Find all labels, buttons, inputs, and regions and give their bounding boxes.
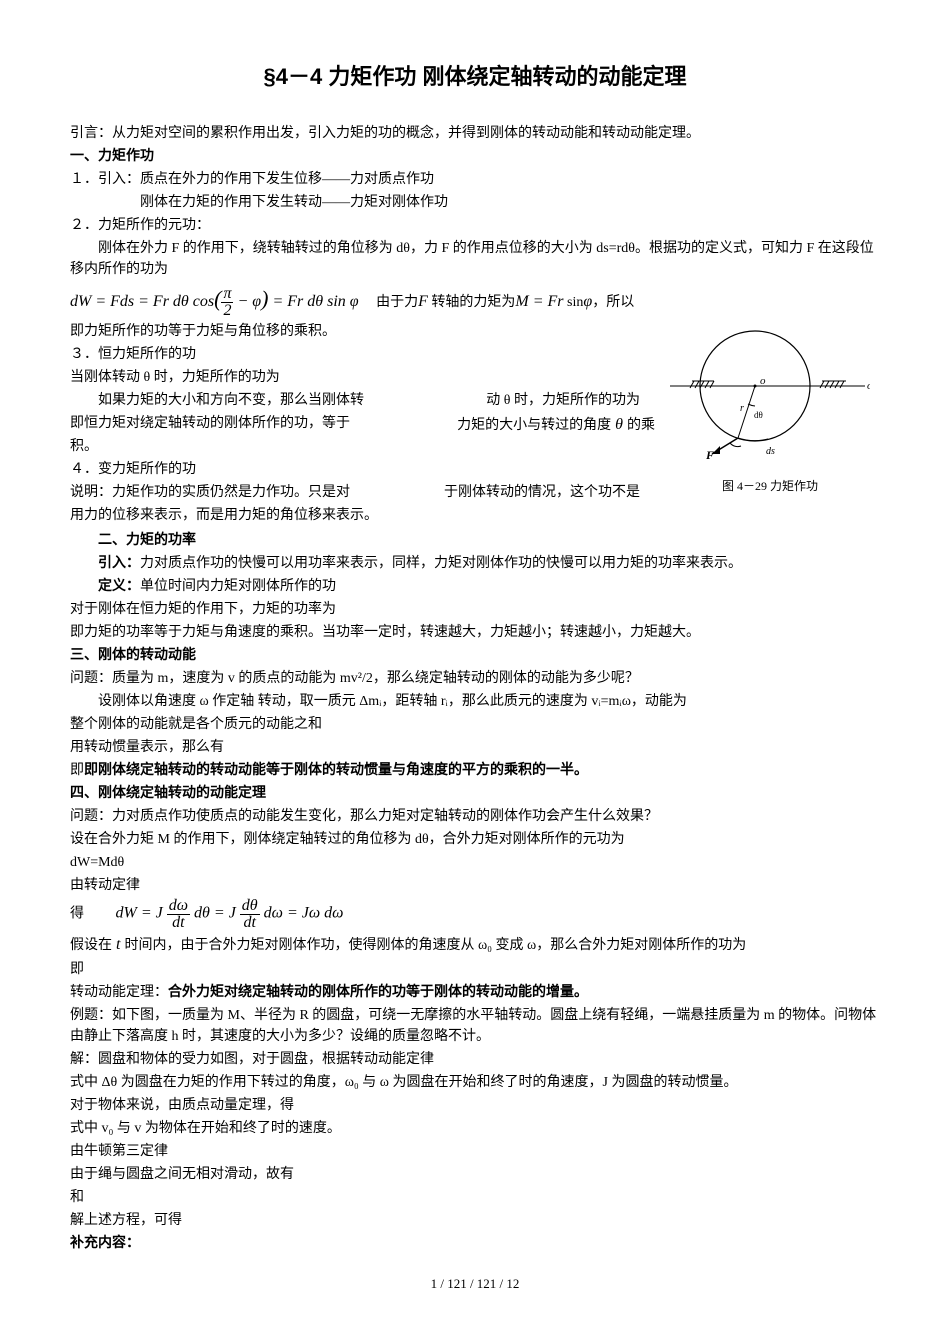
s1-item2: ２．力矩所作的元功：	[70, 215, 880, 236]
page-title: §4－4 力矩作功 刚体绕定轴转动的动能定理	[70, 60, 880, 93]
svg-text:F: F	[705, 448, 714, 462]
formula1-left: dW = Fds = Fr dθ cos	[70, 293, 214, 310]
supplement-heading: 补充内容：	[70, 1233, 880, 1254]
figure-4-29: o o' r dθ F ds 图 4－29 力矩作功	[670, 326, 870, 495]
s4-4: 由转动定律	[70, 875, 880, 896]
svg-text:o: o	[760, 375, 766, 387]
s4-3: dW=Mdθ	[70, 852, 880, 873]
svg-text:o': o'	[867, 380, 870, 392]
svg-text:ds: ds	[766, 446, 775, 457]
s4-12: 对于物体来说，由质点动量定理，得	[70, 1095, 880, 1116]
s1-item1b: 刚体在力矩的作用下发生转动——力矩对刚体作功	[70, 192, 880, 213]
torque-diagram-svg: o o' r dθ F ds	[670, 326, 870, 466]
formula1-right: 由于力F 转轴的力矩为M = Fr sinφ，所以	[376, 295, 634, 310]
s3-3: 整个刚体的动能就是各个质元的动能之和	[70, 714, 880, 735]
s4-2: 设在合外力矩 M 的作用下，刚体绕定轴转过的角位移为 dθ，合外力矩对刚体所作的…	[70, 829, 880, 850]
s3-4: 用转动惯量表示，那么有	[70, 737, 880, 758]
svg-text:dθ: dθ	[754, 410, 763, 420]
s3-5: 即即刚体绕定轴转动的转动动能等于刚体的转动惯量与角速度的平方的乘积的一半。	[70, 760, 880, 781]
section3-heading: 三、刚体的转动动能	[70, 645, 880, 666]
s4-8: 转动动能定理：合外力矩对绕定轴转动的刚体所作的功等于刚体的转动动能的增量。	[70, 982, 880, 1003]
svg-text:r: r	[740, 403, 744, 414]
section1-heading: 一、力矩作功	[70, 146, 880, 167]
s2-2: 定义：单位时间内力矩对刚体所作的功	[70, 576, 880, 597]
s4-15: 由于绳与圆盘之间无相对滑动，故有	[70, 1164, 880, 1185]
figure-caption: 图 4－29 力矩作功	[670, 477, 870, 495]
s1-4b: 用力的位移来表示，而是用力矩的角位移来表示。	[70, 505, 880, 526]
s1-item2-body: 刚体在外力 F 的作用下，绕转轴转过的角位移为 dθ，力 F 的作用点位移的大小…	[70, 238, 880, 280]
page-footer: 1 / 121 / 121 / 12	[70, 1274, 880, 1294]
s4-9: 例题：如下图，一质量为 M、半径为 R 的圆盘，可绕一无摩擦的水平轴转动。圆盘上…	[70, 1005, 880, 1047]
s4-11: 式中 Δθ 为圆盘在力矩的作用下转过的角度，ω₀ 与 ω 为圆盘在开始和终了时的…	[70, 1072, 880, 1093]
s4-1: 问题：力对质点作功使质点的动能发生变化，那么力矩对定轴转动的刚体作功会产生什么效…	[70, 806, 880, 827]
s3-2: 设刚体以角速度 ω 作定轴 转动，取一质元 Δmᵢ，距转轴 rᵢ，那么此质元的速…	[70, 691, 880, 712]
intro-text: 引言：从力矩对空间的累积作用出发，引入力矩的功的概念，并得到刚体的转动动能和转动…	[70, 123, 880, 144]
s4-6: 假设在 t 时间内，由于合外力矩对刚体作功，使得刚体的角速度从 ω₀ 变成 ω，…	[70, 933, 880, 957]
s1-item1a: １．引入：质点在外力的作用下发生位移——力对质点作功	[70, 169, 880, 190]
s4-13: 式中 v₀ 与 v 为物体在开始和终了时的速度。	[70, 1118, 880, 1139]
s2-4: 即力矩的功率等于力矩与角速度的乘积。当功率一定时，转速越大，力矩越小；转速越小，…	[70, 622, 880, 643]
formula-line1: dW = Fds = Fr dθ cos(π2 − φ) = Fr dθ sin…	[70, 282, 880, 319]
s4-17: 解上述方程，可得	[70, 1210, 880, 1231]
s4-10: 解：圆盘和物体的受力如图，对于圆盘，根据转动动能定律	[70, 1049, 880, 1070]
s4-14: 由牛顿第三定律	[70, 1141, 880, 1162]
section4-heading: 四、刚体绕定轴转动的动能定理	[70, 783, 880, 804]
s2-1: 引入：力对质点作功的快慢可以用功率来表示，同样，力矩对刚体作功的快慢可以用力矩的…	[70, 553, 880, 574]
s2-3: 对于刚体在恒力矩的作用下，力矩的功率为	[70, 599, 880, 620]
s4-7: 即	[70, 959, 880, 980]
section2-heading: 二、力矩的功率	[70, 530, 880, 551]
s3-1: 问题：质量为 m，速度为 v 的质点的动能为 mv²/2，那么绕定轴转动的刚体的…	[70, 668, 880, 689]
s4-5-formula: 得 dW = J dωdt dθ = J dθdt dω = Jω dω	[70, 898, 880, 931]
s4-16: 和	[70, 1187, 880, 1208]
